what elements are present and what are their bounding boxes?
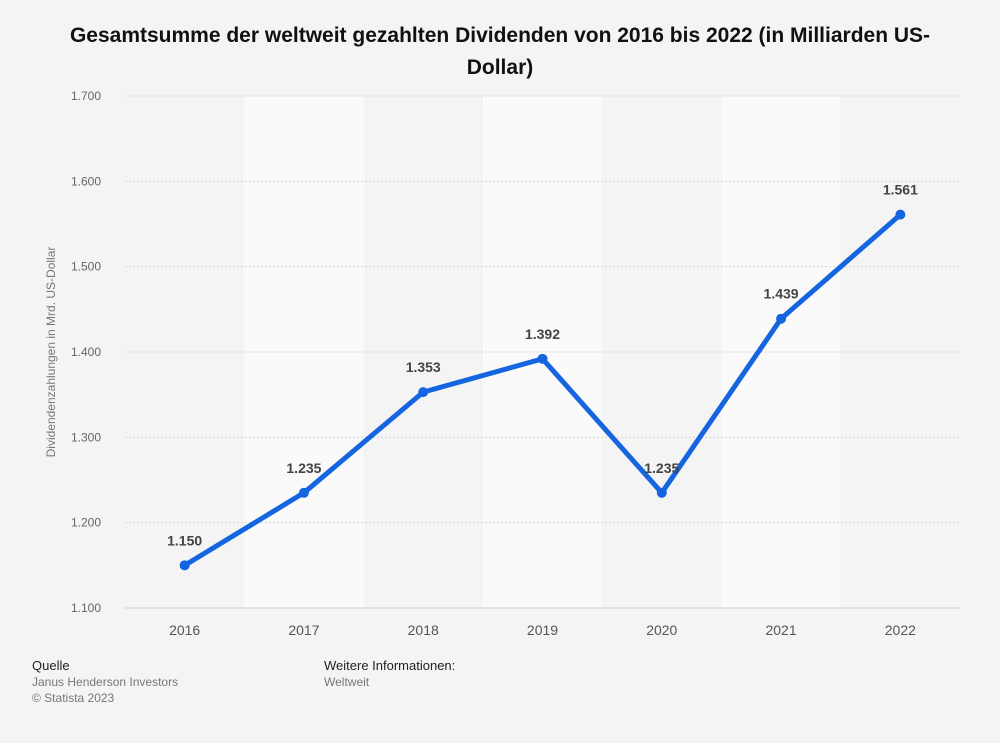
data-label: 1.150: [167, 532, 202, 548]
data-label: 1.439: [764, 286, 799, 302]
chart-title: Gesamtsumme der weltweit gezahlten Divid…: [69, 24, 931, 79]
info-heading: Weitere Informationen:: [324, 658, 456, 673]
x-tick-label: 2022: [885, 622, 916, 638]
data-point: [537, 353, 548, 364]
x-tick-label: 2020: [646, 622, 677, 638]
y-axis-ticks: 1.100 1.200 1.300 1.400 1.500 1.600 1.700: [71, 89, 101, 615]
data-points: [179, 209, 906, 571]
grid-lines: [125, 95, 960, 609]
y-tick-label: 1.200: [71, 516, 101, 530]
x-tick-label: 2016: [169, 622, 200, 638]
copyright[interactable]: © Statista 2023: [32, 691, 115, 705]
info-block: Weitere Informationen: Weltweit: [324, 658, 455, 690]
y-tick-label: 1.700: [71, 89, 101, 103]
data-label: 1.392: [525, 326, 560, 342]
x-tick-label: 2018: [408, 622, 439, 638]
data-point: [656, 487, 667, 498]
data-labels: 1.150 1.235 1.353 1.392 1.235 1.439 1.561: [167, 182, 918, 549]
data-label: 1.235: [286, 460, 321, 476]
info-text: Weltweit: [324, 675, 370, 689]
y-tick-label: 1.300: [71, 430, 101, 444]
data-label: 1.353: [406, 359, 441, 375]
column-band: [244, 96, 364, 608]
source-heading: Quelle: [32, 658, 70, 673]
column-band: [125, 96, 245, 608]
data-point: [895, 209, 906, 220]
data-label: 1.561: [883, 182, 918, 198]
data-point: [776, 313, 787, 324]
data-label: 1.235: [644, 460, 679, 476]
data-point: [298, 487, 309, 498]
y-tick-label: 1.400: [71, 345, 101, 359]
source-block: Quelle Janus Henderson Investors © Stati…: [32, 658, 178, 706]
y-tick-label: 1.100: [71, 601, 101, 615]
x-tick-label: 2019: [527, 622, 558, 638]
x-tick-label: 2017: [288, 622, 319, 638]
y-tick-label: 1.500: [71, 260, 101, 274]
y-tick-label: 1.600: [71, 174, 101, 188]
y-axis-label: Dividendenzahlungen in Mrd. US-Dollar: [44, 247, 58, 458]
source-name[interactable]: Janus Henderson Investors: [32, 675, 179, 689]
x-tick-label: 2021: [765, 622, 796, 638]
column-band: [840, 96, 960, 608]
data-point: [179, 560, 190, 571]
x-axis-ticks: 2016 2017 2018 2019 2020 2021 2022: [169, 622, 916, 638]
data-point: [418, 387, 429, 398]
